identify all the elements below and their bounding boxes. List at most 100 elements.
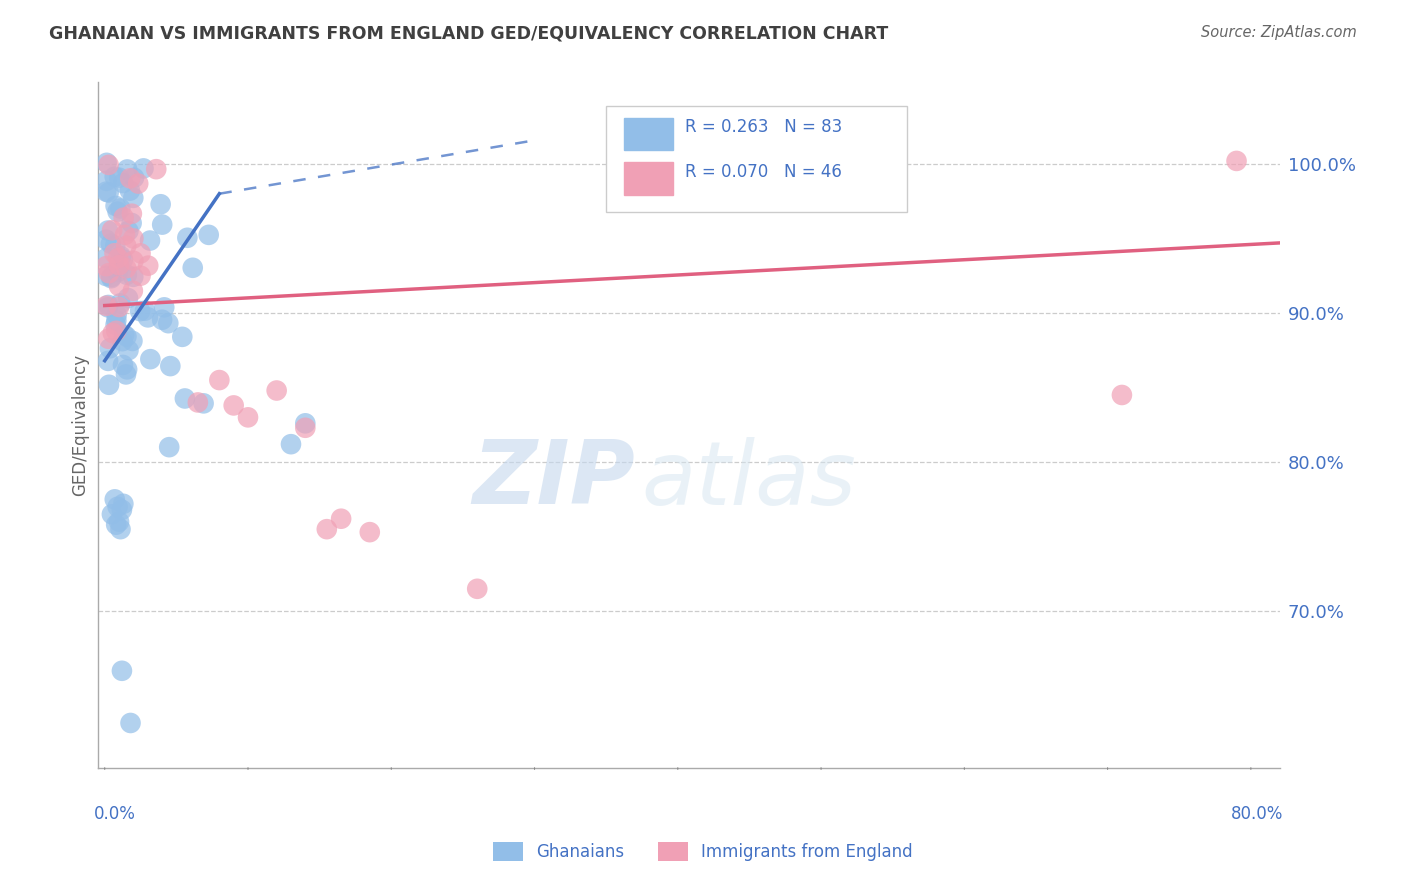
Point (108, 258, 131, 272)
Point (120, 716, 142, 731)
Point (112, 497, 135, 511)
Point (139, 234, 162, 248)
Point (96, 233, 118, 247)
Point (330, 512, 353, 526)
Point (208, 373, 231, 387)
FancyBboxPatch shape (623, 162, 673, 195)
Point (108, 515, 131, 529)
Point (105, 313, 128, 327)
Point (96, 251, 118, 265)
Point (97, 298, 120, 312)
Point (115, 362, 138, 376)
Point (315, 522, 337, 536)
Text: ZIP: ZIP (472, 436, 636, 524)
Point (121, 207, 143, 221)
Text: Source: ZipAtlas.com: Source: ZipAtlas.com (1201, 25, 1357, 40)
Text: 80.0%: 80.0% (1230, 805, 1284, 823)
Point (129, 246, 152, 260)
Point (181, 260, 204, 275)
Point (129, 268, 152, 283)
Point (118, 184, 141, 198)
Point (187, 395, 209, 409)
Point (115, 329, 138, 343)
Point (122, 231, 145, 245)
FancyBboxPatch shape (606, 106, 907, 212)
Point (121, 284, 143, 298)
Point (150, 312, 173, 326)
Point (97, 186, 120, 200)
Point (96, 259, 118, 273)
Point (134, 303, 156, 318)
Point (120, 171, 142, 186)
Legend: Ghanaians, Immigrants from England: Ghanaians, Immigrants from England (486, 835, 920, 868)
Point (107, 204, 129, 219)
Point (104, 169, 127, 184)
Point (108, 300, 131, 314)
Point (115, 239, 138, 253)
Point (98, 377, 121, 392)
Point (104, 238, 127, 252)
Point (104, 199, 127, 213)
Point (136, 259, 159, 273)
Point (122, 170, 145, 185)
Point (1111, 388, 1133, 402)
Point (111, 503, 134, 517)
Point (110, 522, 132, 536)
Point (157, 440, 180, 454)
Point (96, 185, 118, 199)
Point (222, 399, 245, 413)
Point (96, 268, 118, 283)
Point (145, 162, 167, 177)
Point (107, 265, 129, 279)
Point (117, 224, 139, 238)
Point (115, 261, 138, 276)
Point (159, 359, 181, 373)
Point (1225, 153, 1247, 168)
Point (104, 318, 127, 332)
Point (107, 500, 129, 514)
Point (172, 330, 194, 344)
Point (117, 291, 139, 305)
Point (110, 296, 132, 310)
Point (103, 246, 125, 260)
Point (465, 582, 488, 596)
Point (108, 279, 131, 293)
Point (108, 170, 131, 185)
Y-axis label: GED/Equivalency: GED/Equivalency (72, 354, 89, 496)
Point (112, 176, 135, 190)
Point (97, 301, 120, 315)
Point (107, 251, 129, 265)
Point (136, 310, 159, 325)
Point (111, 334, 134, 348)
Point (111, 252, 134, 267)
Point (101, 326, 124, 340)
Point (236, 410, 259, 425)
Point (122, 191, 145, 205)
Point (122, 253, 145, 268)
Point (294, 421, 316, 435)
FancyBboxPatch shape (623, 118, 673, 151)
Text: GHANAIAN VS IMMIGRANTS FROM ENGLAND GED/EQUIVALENCY CORRELATION CHART: GHANAIAN VS IMMIGRANTS FROM ENGLAND GED/… (49, 25, 889, 43)
Point (115, 268, 138, 282)
Point (97, 223, 120, 237)
Point (127, 177, 149, 191)
Point (101, 223, 124, 237)
Point (266, 384, 288, 398)
Point (294, 417, 316, 431)
Point (132, 161, 155, 176)
Text: 0.0%: 0.0% (94, 805, 136, 823)
Point (114, 227, 136, 242)
Point (96, 174, 118, 188)
Point (110, 249, 132, 263)
Point (115, 368, 138, 382)
Point (110, 202, 132, 216)
Point (112, 211, 135, 225)
Point (149, 197, 172, 211)
Point (111, 358, 134, 372)
Point (100, 236, 122, 251)
Point (105, 324, 128, 338)
Point (117, 343, 139, 358)
Point (153, 301, 176, 315)
Point (98, 341, 121, 355)
Text: R = 0.070   N = 46: R = 0.070 N = 46 (685, 163, 842, 181)
